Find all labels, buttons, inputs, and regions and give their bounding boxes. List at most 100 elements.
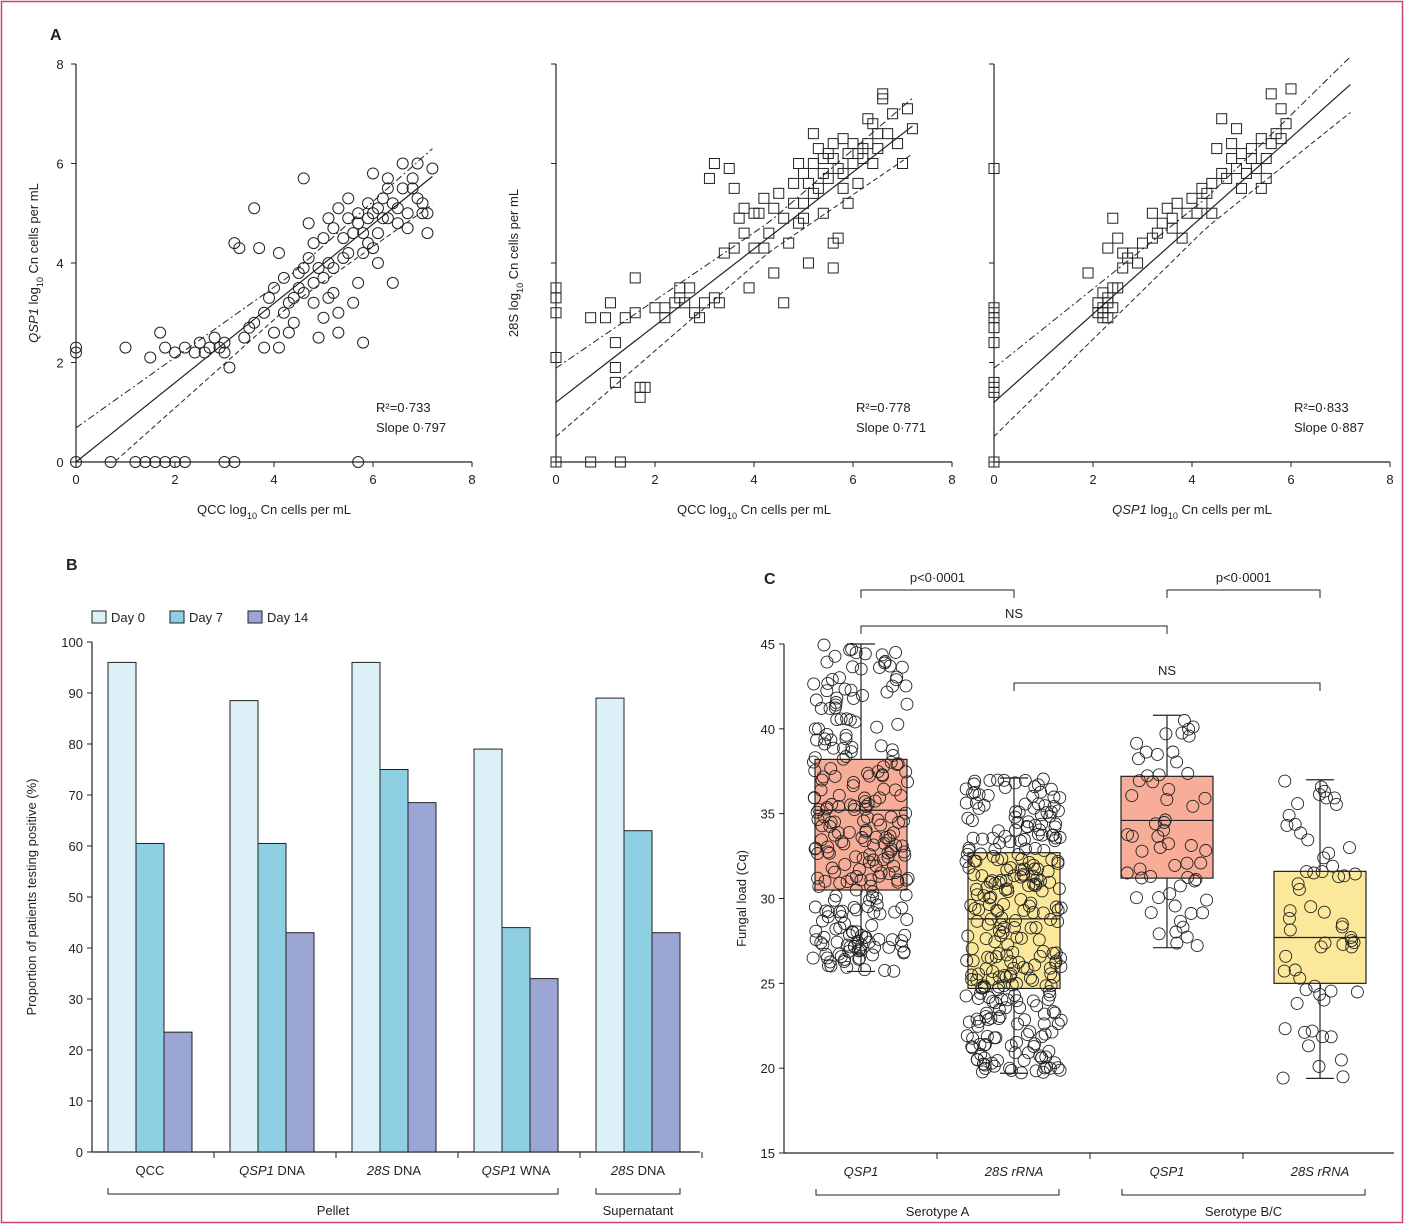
confidence-band-line	[115, 203, 433, 462]
data-point	[629, 272, 641, 284]
jitter-point	[1038, 799, 1052, 813]
jitter-point	[1125, 789, 1139, 803]
data-point	[218, 456, 231, 468]
data-point	[788, 197, 800, 209]
jitter-point	[900, 697, 914, 711]
data-point	[332, 326, 345, 339]
jitter-point	[1173, 879, 1187, 893]
r-squared-label: R²=0·733	[376, 400, 431, 415]
jitter-point	[1159, 727, 1173, 741]
jitter-point	[970, 888, 984, 902]
jitter-point	[1277, 964, 1291, 978]
jitter-point	[844, 683, 858, 697]
data-point	[322, 257, 335, 269]
bar	[379, 769, 409, 1153]
jitter-point	[959, 989, 973, 1003]
jitter-point	[858, 931, 872, 944]
data-point	[312, 261, 325, 274]
data-point	[352, 276, 365, 289]
data-point	[988, 456, 1000, 468]
jitter-point	[1030, 999, 1044, 1013]
data-point	[362, 212, 375, 225]
jitter-point	[1175, 726, 1189, 740]
jitter-point	[1290, 996, 1304, 1010]
data-point	[1102, 297, 1114, 309]
jitter-point	[992, 947, 1006, 961]
jitter-point	[839, 728, 853, 742]
jitter-point	[1038, 1027, 1052, 1041]
jitter-point	[847, 775, 860, 789]
jitter-point	[843, 713, 857, 727]
jitter-point	[969, 854, 983, 868]
jitter-point	[1036, 1065, 1050, 1079]
jitter-point	[1144, 869, 1158, 883]
jitter-point	[825, 861, 839, 875]
jitter-point	[809, 924, 823, 938]
data-point	[988, 322, 1000, 334]
jitter-point	[1199, 844, 1213, 857]
jitter-point	[983, 875, 997, 889]
group-bracket	[107, 1188, 559, 1195]
jitter-point	[838, 916, 851, 930]
data-point	[897, 158, 908, 169]
confidence-band-line	[993, 56, 1351, 369]
data-point	[322, 212, 335, 225]
data-point	[272, 341, 285, 354]
category-label: QSP1	[1150, 1164, 1185, 1179]
data-point	[248, 316, 261, 329]
category-label: 28S rRNA	[984, 1164, 1044, 1179]
data-point	[149, 456, 162, 468]
jitter-point	[1314, 940, 1328, 954]
y-tick-label: 0	[76, 1145, 83, 1160]
jitter-point	[1319, 791, 1333, 805]
jitter-point	[825, 672, 839, 686]
jitter-point	[1044, 913, 1057, 926]
group-bracket	[595, 1188, 681, 1195]
data-point	[367, 167, 379, 180]
data-point	[629, 307, 641, 319]
jitter-point	[847, 900, 861, 914]
data-point	[988, 386, 1000, 398]
jitter-point	[980, 1029, 994, 1043]
jitter-point	[853, 951, 866, 965]
data-point	[1226, 138, 1238, 150]
jitter-point	[1017, 1053, 1031, 1067]
y-tick-label: 90	[69, 686, 83, 701]
y-tick-label: 45	[761, 637, 775, 652]
jitter-point	[827, 893, 841, 907]
jitter-point	[1001, 993, 1014, 1007]
jitter-point	[1291, 797, 1305, 811]
jitter-point	[882, 940, 896, 954]
jitter-point	[965, 1040, 979, 1054]
legend-label: Day 7	[189, 610, 223, 625]
jitter-point	[1324, 1030, 1338, 1044]
jitter-point	[828, 649, 842, 663]
x-tick-label: 2	[171, 472, 178, 487]
jitter-point	[1006, 945, 1020, 959]
jitter-point	[882, 867, 896, 881]
jitter-point	[1018, 1013, 1032, 1027]
jitter-point	[1279, 949, 1293, 963]
jitter-point	[862, 935, 876, 949]
jitter-point	[967, 868, 981, 882]
jitter-point	[838, 857, 852, 871]
jitter-point	[1140, 769, 1154, 783]
jitter-point	[894, 789, 908, 803]
jitter-point	[1051, 1061, 1065, 1075]
jitter-point	[977, 1038, 991, 1052]
jitter-point	[833, 671, 846, 685]
jitter-point	[1173, 914, 1187, 928]
data-point	[223, 361, 236, 374]
jitter-point	[1004, 1039, 1018, 1053]
data-point	[1211, 143, 1223, 155]
jitter-point	[1160, 793, 1174, 807]
jitter-point	[1043, 875, 1057, 889]
jitter-point	[820, 802, 834, 816]
data-point	[679, 297, 691, 309]
jitter-point	[1012, 955, 1026, 969]
data-point	[832, 232, 844, 244]
jitter-point	[811, 812, 825, 826]
jitter-point	[984, 890, 998, 904]
y-tick-label: 30	[761, 892, 775, 907]
